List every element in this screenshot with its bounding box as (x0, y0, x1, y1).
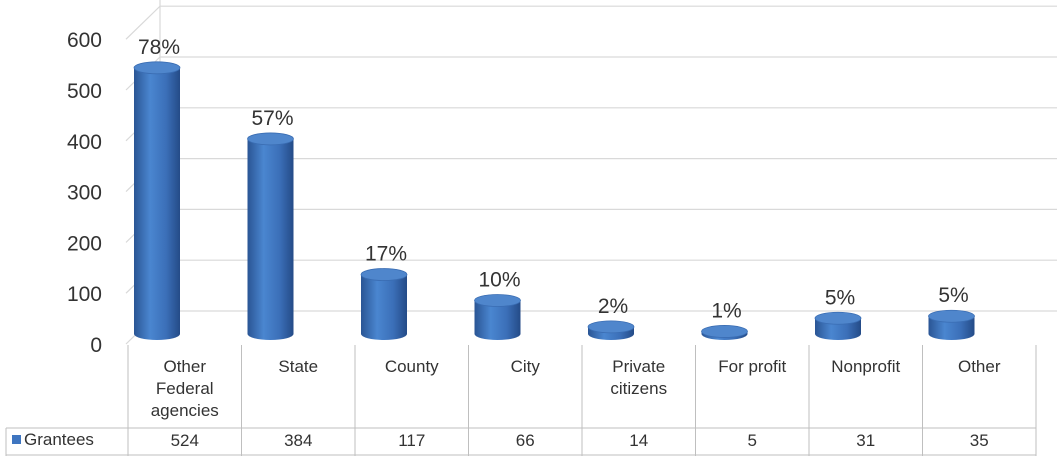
bar (587, 320, 635, 340)
table-value: 384 (284, 431, 312, 450)
table-value: 35 (970, 431, 989, 450)
data-table: Other Federal agencies State County City Priva… (5, 345, 1037, 456)
y-tick-label: 100 (67, 283, 102, 306)
bar (247, 132, 294, 340)
data-label: 5% (938, 284, 968, 307)
gridline (125, 56, 1057, 91)
category-label: agencies (151, 401, 219, 420)
category-label: Other (958, 357, 1001, 376)
y-tick-label: 0 (90, 334, 102, 357)
bar (360, 268, 408, 340)
gridline (125, 5, 1057, 40)
y-tick-label: 300 (67, 182, 102, 205)
table-value: 5 (748, 431, 757, 450)
category-label: Nonprofit (831, 357, 900, 376)
bar (474, 294, 521, 340)
category-label: For profit (718, 357, 786, 376)
category-label: County (385, 357, 439, 376)
data-labels: 78% 57% 17% 10% 2% 1% 5% 5% (138, 36, 969, 323)
legend-swatch (12, 435, 21, 444)
y-tick-label: 200 (67, 232, 102, 255)
bar (133, 61, 181, 341)
bar (701, 325, 748, 340)
data-label: 1% (711, 299, 741, 322)
bar (814, 311, 862, 340)
data-label: 5% (825, 286, 855, 309)
y-axis-ticks: 0 100 200 300 400 500 600 (67, 29, 102, 357)
y-tick-label: 400 (67, 131, 102, 154)
bars (133, 61, 975, 341)
table-value: 66 (516, 431, 535, 450)
table-value: 14 (629, 431, 648, 450)
category-label: citizens (610, 379, 667, 398)
category-label: Other (163, 357, 206, 376)
y-tick-label: 600 (67, 29, 102, 52)
y-tick-label: 500 (67, 80, 102, 103)
data-label: 10% (478, 268, 520, 291)
category-label: Private (612, 357, 665, 376)
category-label: State (278, 357, 318, 376)
data-label: 57% (251, 107, 293, 130)
data-label: 2% (598, 295, 628, 318)
data-label: 78% (138, 36, 180, 59)
category-label: Federal (156, 379, 214, 398)
category-label: City (511, 357, 541, 376)
table-value: 524 (171, 431, 199, 450)
table-value: 117 (398, 431, 425, 450)
bar (928, 309, 975, 340)
table-value: 31 (856, 431, 875, 450)
data-label: 17% (365, 243, 407, 266)
series-name: Grantees (24, 430, 94, 449)
